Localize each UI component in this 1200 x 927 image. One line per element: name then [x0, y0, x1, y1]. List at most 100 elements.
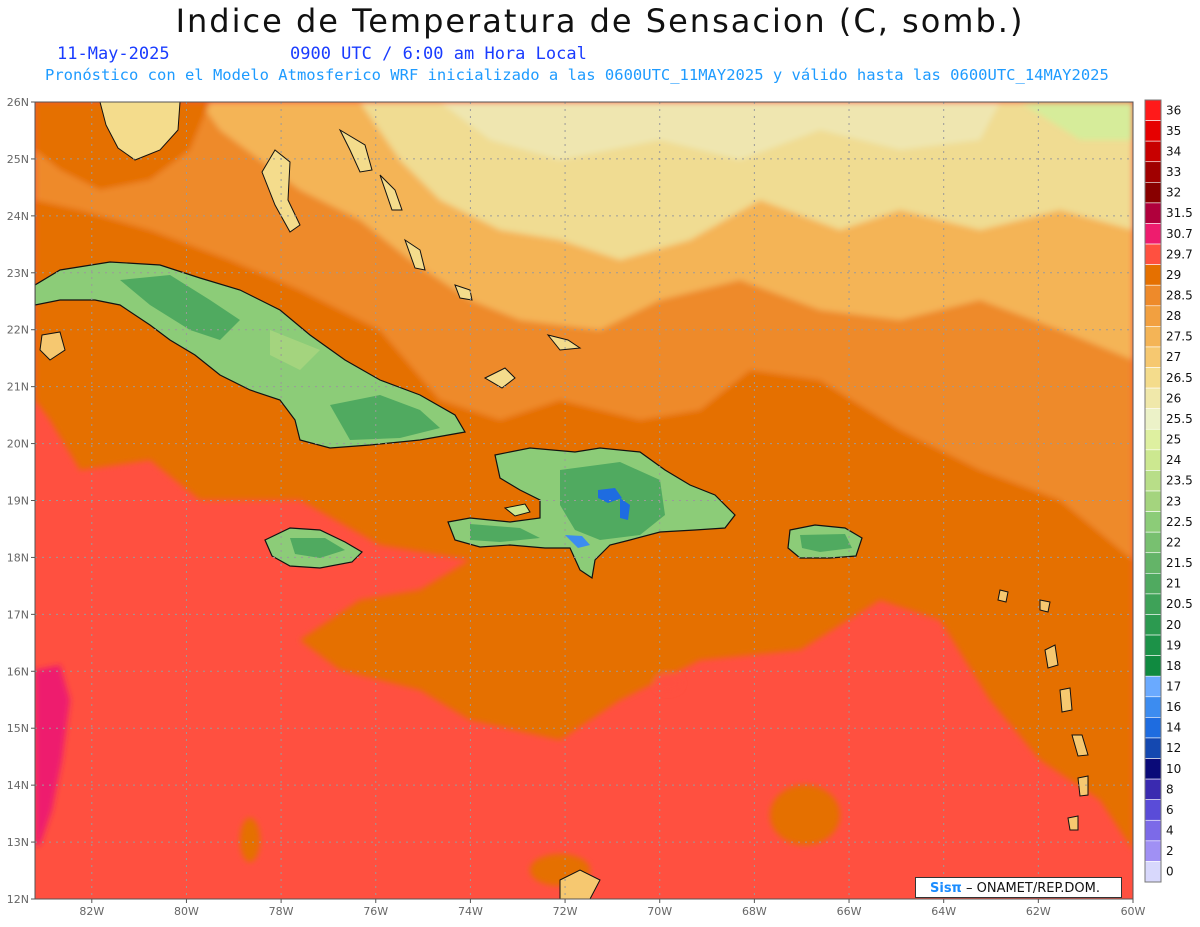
lat-label: 25N [7, 153, 29, 166]
legend-label: 19 [1166, 638, 1181, 652]
legend-label: 20.5 [1166, 597, 1193, 611]
legend-label: 0 [1166, 865, 1174, 879]
legend-label: 26.5 [1166, 371, 1193, 385]
legend-swatch [1144, 799, 1162, 821]
legend-label: 6 [1166, 803, 1174, 817]
lon-label: 74W [458, 905, 483, 918]
legend-swatch [1144, 552, 1162, 574]
lon-label: 82W [79, 905, 104, 918]
legend-swatch [1144, 470, 1162, 492]
legend-label: 8 [1166, 782, 1174, 796]
legend-label: 22 [1166, 535, 1181, 549]
legend-label: 25 [1166, 433, 1181, 447]
lon-label: 76W [363, 905, 388, 918]
lat-label: 15N [7, 722, 29, 735]
legend-label: 28 [1166, 309, 1181, 323]
legend-swatch [1144, 614, 1162, 636]
lat-label: 19N [7, 495, 29, 508]
legend-swatch [1144, 490, 1162, 512]
legend-label: 24 [1166, 453, 1181, 467]
legend-swatch [1144, 120, 1162, 142]
lat-label: 26N [7, 96, 29, 109]
legend-swatch [1144, 737, 1162, 759]
lat-label: 12N [7, 893, 29, 906]
legend-label: 12 [1166, 741, 1181, 755]
legend-swatch [1144, 573, 1162, 595]
legend-swatch [1144, 428, 1162, 451]
lat-label: 16N [7, 665, 29, 678]
legend-label: 21.5 [1166, 556, 1193, 570]
legend-label: 14 [1166, 721, 1181, 735]
legend-swatch [1144, 675, 1162, 698]
legend-label: 31.5 [1166, 206, 1193, 220]
legend-label: 23.5 [1166, 474, 1193, 488]
legend-label: 21 [1166, 577, 1181, 591]
land-areas [35, 102, 1089, 899]
legend-swatch [1144, 264, 1162, 286]
legend-label: 28.5 [1166, 289, 1193, 303]
legend-label: 27.5 [1166, 330, 1193, 344]
lon-label: 78W [269, 905, 294, 918]
lon-label: 72W [553, 905, 578, 918]
legend-swatch [1144, 346, 1162, 368]
legend-swatch [1144, 717, 1162, 739]
lat-label: 22N [7, 324, 29, 337]
legend-swatch [1144, 243, 1162, 265]
legend-swatch [1144, 449, 1162, 471]
legend-swatch [1144, 778, 1162, 800]
legend-label: 29 [1166, 268, 1181, 282]
legend-swatch [1144, 531, 1162, 554]
legend-swatch [1144, 758, 1162, 780]
legend-label: 33 [1166, 165, 1181, 179]
grid-lines [35, 102, 1133, 899]
legend-label: 23 [1166, 494, 1181, 508]
legend-swatch [1144, 634, 1162, 656]
legend-label: 18 [1166, 659, 1181, 673]
forecast-label: Pronóstico con el Modelo Atmosferico WRF… [45, 66, 1109, 84]
legend-frame [1144, 99, 1162, 883]
lat-label: 14N [7, 779, 29, 792]
legend-label: 22.5 [1166, 515, 1193, 529]
lon-label: 66W [837, 905, 862, 918]
legend-label: 30.7 [1166, 227, 1193, 241]
legend-label: 34 [1166, 144, 1181, 158]
legend-label: 29.7 [1166, 247, 1193, 261]
legend-swatch [1144, 511, 1162, 533]
legend-swatch [1144, 305, 1162, 327]
legend-swatch [1144, 593, 1162, 615]
sispi-logo: Sisπ [930, 881, 962, 896]
map-title: Indice de Temperatura de Sensacion (C, s… [175, 2, 1025, 40]
credit-text: – ONAMET/REP.DOM. [965, 881, 1101, 896]
legend-label: 20 [1166, 618, 1181, 632]
lat-label: 24N [7, 210, 29, 223]
lat-label: 21N [7, 381, 29, 394]
legend-swatch [1144, 408, 1162, 430]
legend-swatch [1144, 387, 1162, 409]
lat-label: 23N [7, 267, 29, 280]
legend-label: 35 [1166, 124, 1181, 138]
heat-index-field [35, 102, 1133, 899]
legend-swatch [1144, 696, 1162, 718]
date-label: 11-May-2025 [57, 44, 170, 64]
credit-box: Sisπ – ONAMET/REP.DOM. [915, 877, 1122, 898]
legend-label: 2 [1166, 844, 1174, 858]
lon-label: 62W [1026, 905, 1051, 918]
legend-swatch [1144, 99, 1162, 121]
legend-swatch [1144, 284, 1162, 307]
legend-swatch [1144, 840, 1162, 862]
legend-label: 36 [1166, 103, 1181, 117]
legend-swatch [1144, 819, 1162, 842]
axis-ticks: 26N 25N 24N 23N 22N 21N 20N 19N 18N 17N 16N 15N 14N 1… [7, 96, 1146, 918]
legend-swatch [1144, 202, 1162, 224]
lat-label: 13N [7, 836, 29, 849]
legend-swatch [1144, 655, 1162, 677]
legend-label: 32 [1166, 186, 1181, 200]
lon-label: 64W [931, 905, 956, 918]
legend-swatch [1144, 182, 1162, 204]
lon-label: 80W [174, 905, 199, 918]
legend-swatch [1144, 140, 1162, 163]
lon-label: 68W [742, 905, 767, 918]
lat-label: 17N [7, 608, 29, 621]
legend-swatch [1144, 161, 1162, 183]
